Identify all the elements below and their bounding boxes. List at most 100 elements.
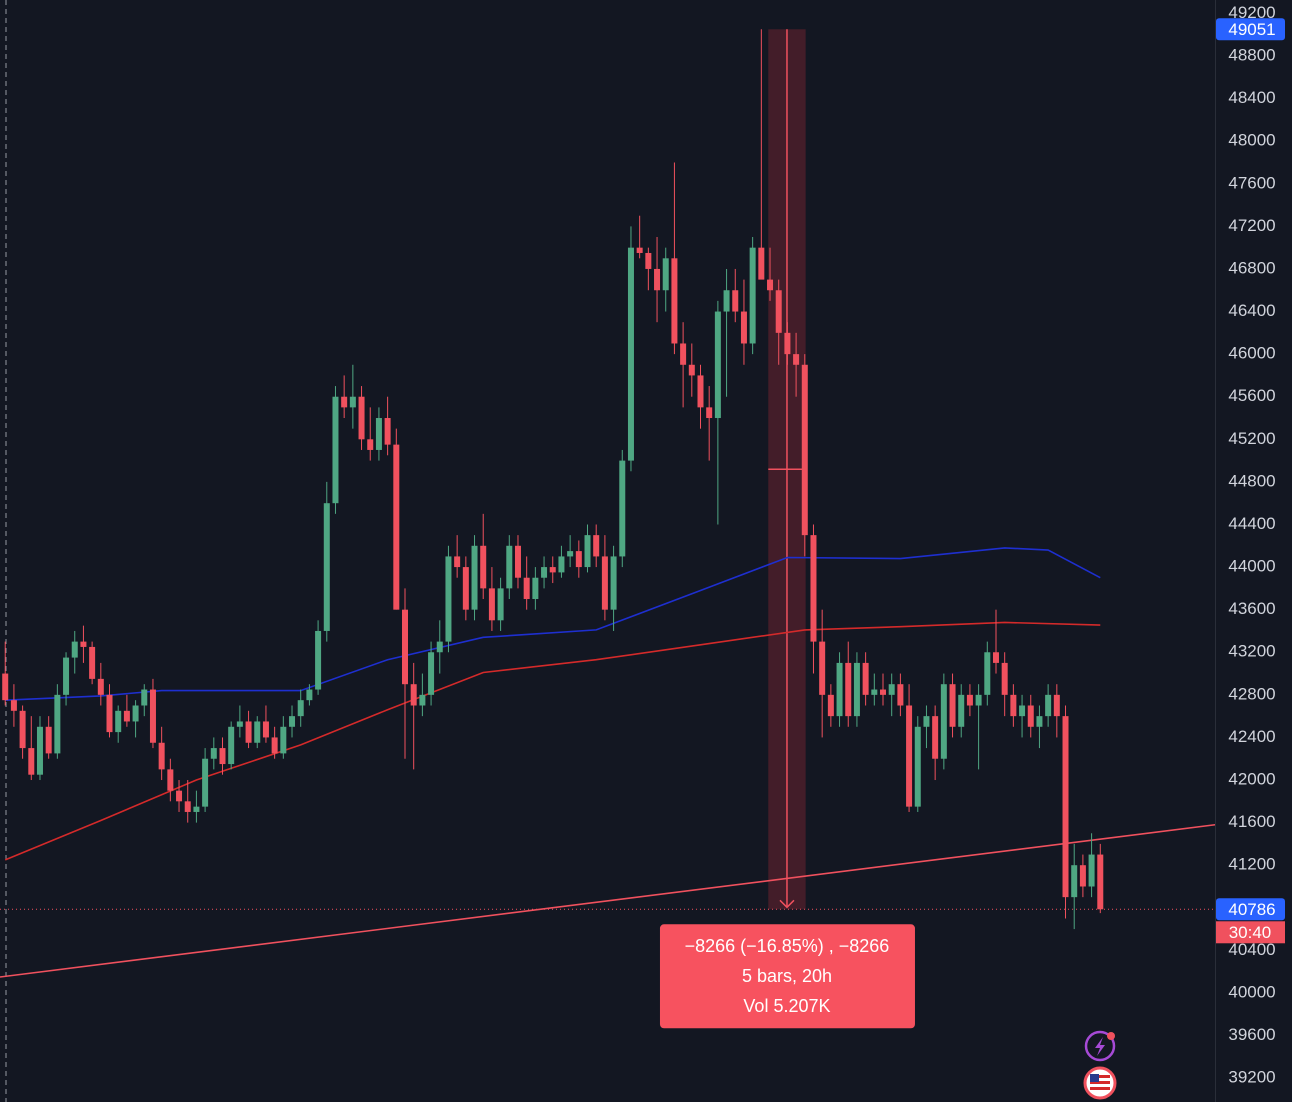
y-tick-label: 44000 <box>1228 557 1275 576</box>
y-tick-label: 42800 <box>1228 684 1275 703</box>
candle-body <box>610 556 617 610</box>
candle-body <box>480 545 487 589</box>
candle-body <box>393 444 400 610</box>
y-tick-label: 48800 <box>1228 45 1275 64</box>
candle-body <box>219 748 226 765</box>
candle-body <box>593 535 600 557</box>
candle-body <box>176 790 183 802</box>
candle-body <box>297 700 304 717</box>
candle-body <box>645 252 652 269</box>
line <box>0 823 1216 978</box>
candle-body <box>384 418 391 445</box>
candle-body <box>541 567 548 578</box>
candle-body <box>758 247 765 280</box>
y-tick-label: 45600 <box>1228 386 1275 405</box>
candle-body <box>36 726 43 775</box>
candle-body <box>897 684 904 706</box>
candle-body <box>975 694 982 706</box>
y-tick-label: 45200 <box>1228 429 1275 448</box>
candle-body <box>636 247 643 253</box>
candle-body <box>115 710 122 733</box>
candle-body <box>454 556 461 568</box>
y-tick-label: 42000 <box>1228 770 1275 789</box>
candle-body <box>210 748 217 759</box>
candle-body <box>332 396 339 504</box>
candle-body <box>97 678 104 695</box>
candle-body <box>862 662 869 695</box>
candle-body <box>514 545 521 578</box>
candle-body <box>992 652 999 663</box>
flash-icon[interactable] <box>1084 1030 1116 1062</box>
candle-body <box>827 694 834 717</box>
candle-body <box>740 311 747 344</box>
candle-body <box>1010 694 1017 717</box>
candle-body <box>749 247 756 344</box>
y-tick-label: 41600 <box>1228 812 1275 831</box>
candle-body <box>506 545 513 589</box>
y-tick-label: 40400 <box>1228 940 1275 959</box>
y-tick-label: 48400 <box>1228 88 1275 107</box>
candle-body <box>680 343 687 365</box>
candle-body <box>801 364 808 536</box>
candle-body <box>532 577 539 600</box>
y-tick-label: 44800 <box>1228 471 1275 490</box>
candle-body <box>723 290 730 312</box>
y-tick-label: 39200 <box>1228 1068 1275 1087</box>
candle-body <box>245 721 252 743</box>
candle-body <box>488 588 495 621</box>
icon-stripe <box>1090 1081 1110 1084</box>
candle-body <box>1088 854 1095 887</box>
candle-body <box>289 716 296 727</box>
candle-body <box>914 726 921 807</box>
candle-body <box>123 710 130 722</box>
icon-dot <box>1107 1032 1115 1040</box>
candle-body <box>767 279 774 291</box>
candle-body <box>966 694 973 706</box>
candle-body <box>1079 865 1086 887</box>
candle-body <box>932 716 939 759</box>
candle-body <box>1071 865 1078 898</box>
flag-icon[interactable] <box>1083 1066 1117 1100</box>
candle-body <box>575 551 582 568</box>
measure-arrow-head <box>779 899 795 909</box>
candle-body <box>141 689 148 706</box>
countdown-label: 30:40 <box>1229 923 1272 942</box>
candle-body <box>236 721 243 727</box>
candle-body <box>549 567 556 573</box>
candle-body <box>1019 705 1026 717</box>
y-tick-label: 46800 <box>1228 258 1275 277</box>
countdown-badge <box>1216 921 1285 944</box>
y-tick-label: 43200 <box>1228 642 1275 661</box>
candle-body <box>836 662 843 717</box>
candle-body <box>19 710 26 749</box>
y-tick-label: 40000 <box>1228 982 1275 1001</box>
candle-body <box>584 535 591 568</box>
candle-body <box>1062 716 1069 898</box>
y-tick-label: 47200 <box>1228 216 1275 235</box>
candle-body <box>601 556 608 610</box>
measure-tooltip-line: Vol 5.207K <box>743 996 830 1016</box>
icon-ring <box>1084 1030 1116 1062</box>
y-tick-label: 43600 <box>1228 599 1275 618</box>
candle-body <box>871 689 878 695</box>
candle-body <box>375 418 382 450</box>
candle-body <box>949 684 956 727</box>
candle-body <box>627 247 634 461</box>
measure-tooltip-line: −8266 (−16.85%) , −8266 <box>685 936 890 956</box>
price-badge <box>1216 898 1285 921</box>
candle-body <box>1036 716 1043 727</box>
candle-body <box>436 641 443 653</box>
candle-body <box>410 684 417 706</box>
measure-tooltip-line: 5 bars, 20h <box>742 966 832 986</box>
candle-body <box>167 769 174 791</box>
candle-body <box>262 721 269 738</box>
candle-body <box>775 290 782 333</box>
icon-stripe <box>1090 1087 1110 1090</box>
candle-body <box>853 662 860 717</box>
candle-body <box>793 354 800 365</box>
y-tick-label: 46000 <box>1228 344 1275 363</box>
candle-body <box>714 311 721 419</box>
candle-body <box>358 396 365 440</box>
candle-body <box>523 577 530 600</box>
